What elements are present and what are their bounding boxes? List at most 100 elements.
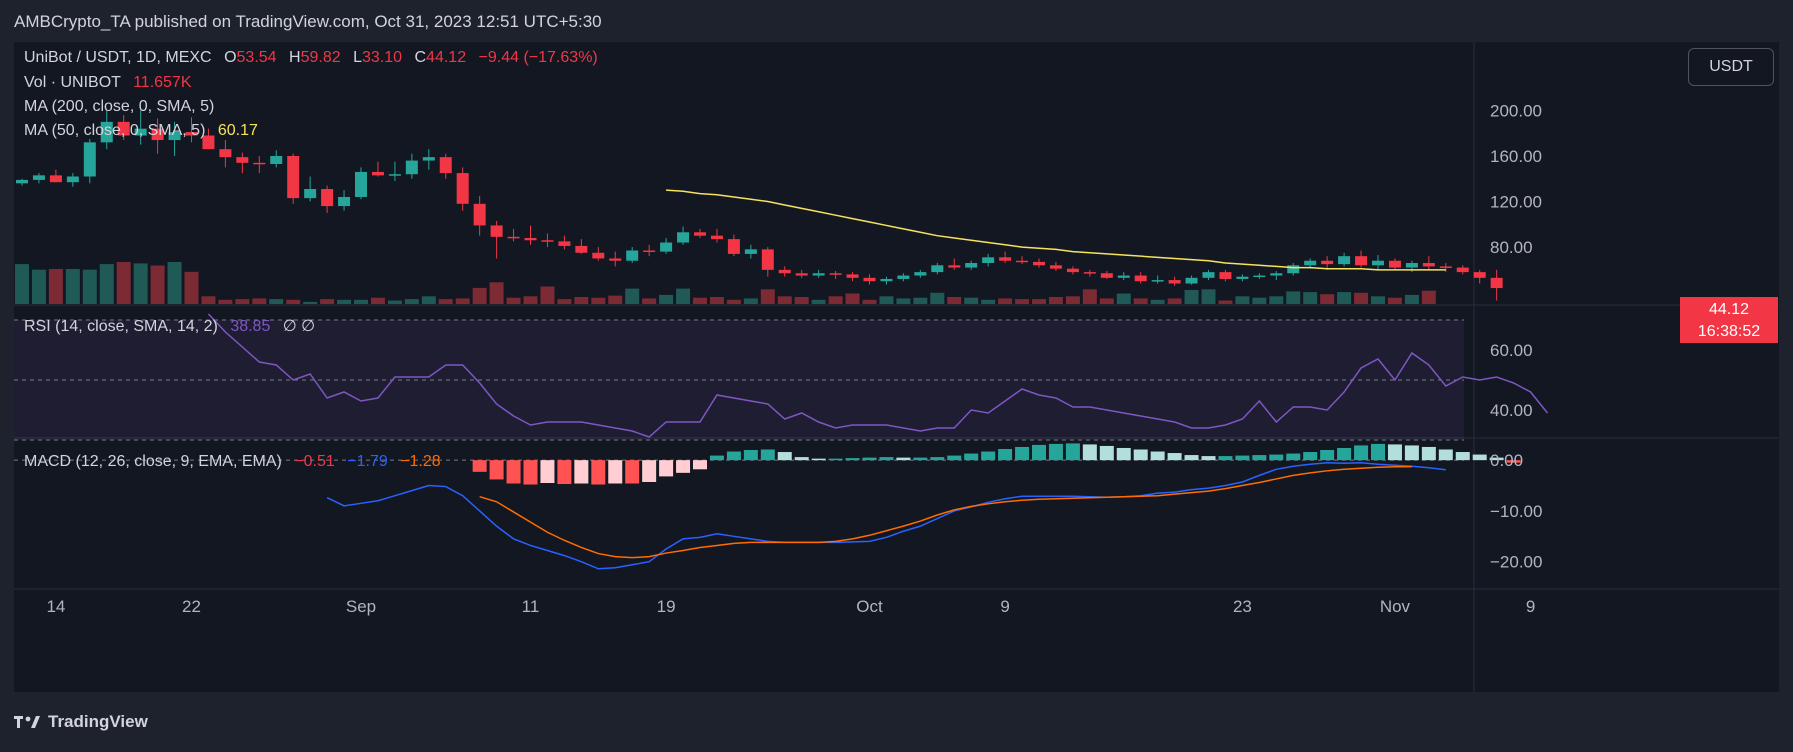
macd-histogram-bar — [1337, 447, 1352, 461]
candle-body — [795, 273, 808, 276]
volume-bar — [1337, 292, 1352, 304]
candle-body — [422, 157, 435, 161]
candle-body — [236, 157, 249, 163]
candle-body — [1338, 256, 1351, 265]
legend-h-value: 59.82 — [301, 49, 341, 66]
macd-histogram-bar — [777, 452, 792, 461]
candle-body — [1321, 260, 1334, 265]
candle-body — [1202, 272, 1215, 278]
chart-panel[interactable]: 200.00 160.00 120.00 80.00 60.00 40.00 0.00 −10… — [14, 42, 1779, 692]
macd-histogram-bar — [591, 460, 606, 485]
tradingview-footer[interactable]: TradingView — [14, 712, 148, 732]
candle-body — [473, 203, 486, 226]
volume-bar — [879, 296, 894, 304]
candle-body — [1066, 268, 1079, 273]
volume-bar — [235, 299, 250, 304]
macd-histogram-bar — [1455, 452, 1470, 461]
macd-histogram-bar — [1286, 453, 1301, 461]
candle-body — [1372, 260, 1384, 266]
candle-body — [202, 135, 215, 150]
candle-body — [710, 235, 723, 240]
legend-ma200-label: MA (200, close, 0, SMA, 5) — [24, 98, 214, 115]
candle-body — [1134, 275, 1147, 282]
macd-histogram-bar — [659, 460, 674, 477]
volume-bar — [1252, 297, 1267, 304]
macd-histogram-bar — [1082, 444, 1097, 461]
legend-ma50-value: 60.17 — [218, 122, 258, 139]
legend-volume-label: Vol · UNIBOT — [24, 74, 121, 91]
legend-c-value: 44.12 — [426, 49, 466, 66]
macd-histogram-bar — [1320, 450, 1335, 461]
candle-body — [1270, 273, 1283, 276]
time-axis-tick: 19 — [657, 597, 676, 616]
macd-histogram-bar — [1167, 453, 1182, 461]
candle-body — [592, 252, 605, 259]
volume-bar — [676, 288, 691, 304]
volume-bar — [625, 288, 640, 304]
currency-button[interactable]: USDT — [1688, 48, 1774, 86]
candle-body — [507, 236, 520, 239]
candle-body — [287, 156, 300, 199]
macd-histogram-bar — [726, 451, 741, 461]
volume-bar — [1371, 296, 1385, 304]
volume-bar — [167, 262, 182, 304]
candle-body — [931, 265, 944, 273]
macd-histogram-bar — [1065, 443, 1080, 461]
volume-bar — [1320, 294, 1335, 304]
volume-bar — [404, 299, 419, 304]
volume-bar — [99, 264, 114, 304]
publisher-header: AMBCrypto_TA published on TradingView.co… — [14, 12, 602, 31]
volume-bar — [184, 271, 199, 304]
candle-body — [1185, 277, 1198, 284]
candle-body — [134, 128, 147, 136]
legend: UniBot / USDT, 1D, MEXC O53.54 H59.82 L3… — [24, 49, 598, 470]
volume-bar — [777, 296, 792, 304]
candle-body — [694, 232, 706, 236]
candle-body — [626, 250, 639, 261]
candle-body — [1304, 260, 1317, 266]
macd-histogram-bar — [642, 460, 657, 482]
macd-histogram-bar — [1235, 455, 1250, 461]
chart-svg[interactable]: 200.00 160.00 120.00 80.00 60.00 40.00 0.00 −10… — [14, 42, 1779, 692]
macd-histogram-bar — [1269, 454, 1284, 461]
candle-body — [338, 196, 351, 207]
volume-bar — [1032, 299, 1046, 304]
volume-bar — [709, 297, 724, 304]
time-axis-tick: Nov — [1380, 597, 1411, 616]
candle-body — [863, 277, 876, 282]
candle-body — [965, 263, 978, 268]
legend-symbol: UniBot / USDT, 1D, MEXC — [24, 49, 212, 66]
volume-bar — [1167, 298, 1182, 304]
volume-bar — [506, 297, 521, 304]
volume-bar — [218, 299, 233, 304]
macd-histogram-bar — [1371, 443, 1385, 461]
volume-bar — [591, 297, 606, 304]
candle-body — [1117, 275, 1130, 278]
macd-histogram-bar — [1354, 445, 1369, 461]
macd-histogram-bar — [1506, 460, 1521, 463]
volume-bar — [438, 299, 453, 304]
macd-histogram-bar — [862, 457, 877, 461]
last-price: 44.12 — [1708, 301, 1750, 318]
candle-body — [643, 250, 656, 252]
volume-bar — [574, 297, 589, 304]
candle-body — [1388, 260, 1401, 268]
candle-body — [388, 174, 401, 176]
volume-bar — [743, 298, 758, 304]
candle-body — [1219, 272, 1232, 279]
legend-c-label: C — [414, 49, 426, 66]
candle-body — [1287, 265, 1300, 274]
candle-body — [1100, 273, 1113, 278]
volume-bar — [269, 299, 284, 304]
macd-histogram-bar — [693, 460, 707, 470]
volume-bar — [1404, 294, 1419, 304]
time-axis-tick: Sep — [346, 597, 376, 616]
volume-bar — [1201, 289, 1216, 304]
volume-bar — [1150, 299, 1165, 304]
legend-hist-value: −1.28 — [400, 453, 441, 470]
candle-body — [744, 249, 757, 254]
volume-bar — [116, 262, 131, 304]
legend-rsi-extra: ∅ ∅ — [283, 318, 315, 335]
time-axis-tick: 22 — [182, 597, 201, 616]
legend-change: −9.44 (−17.63%) — [479, 49, 598, 66]
